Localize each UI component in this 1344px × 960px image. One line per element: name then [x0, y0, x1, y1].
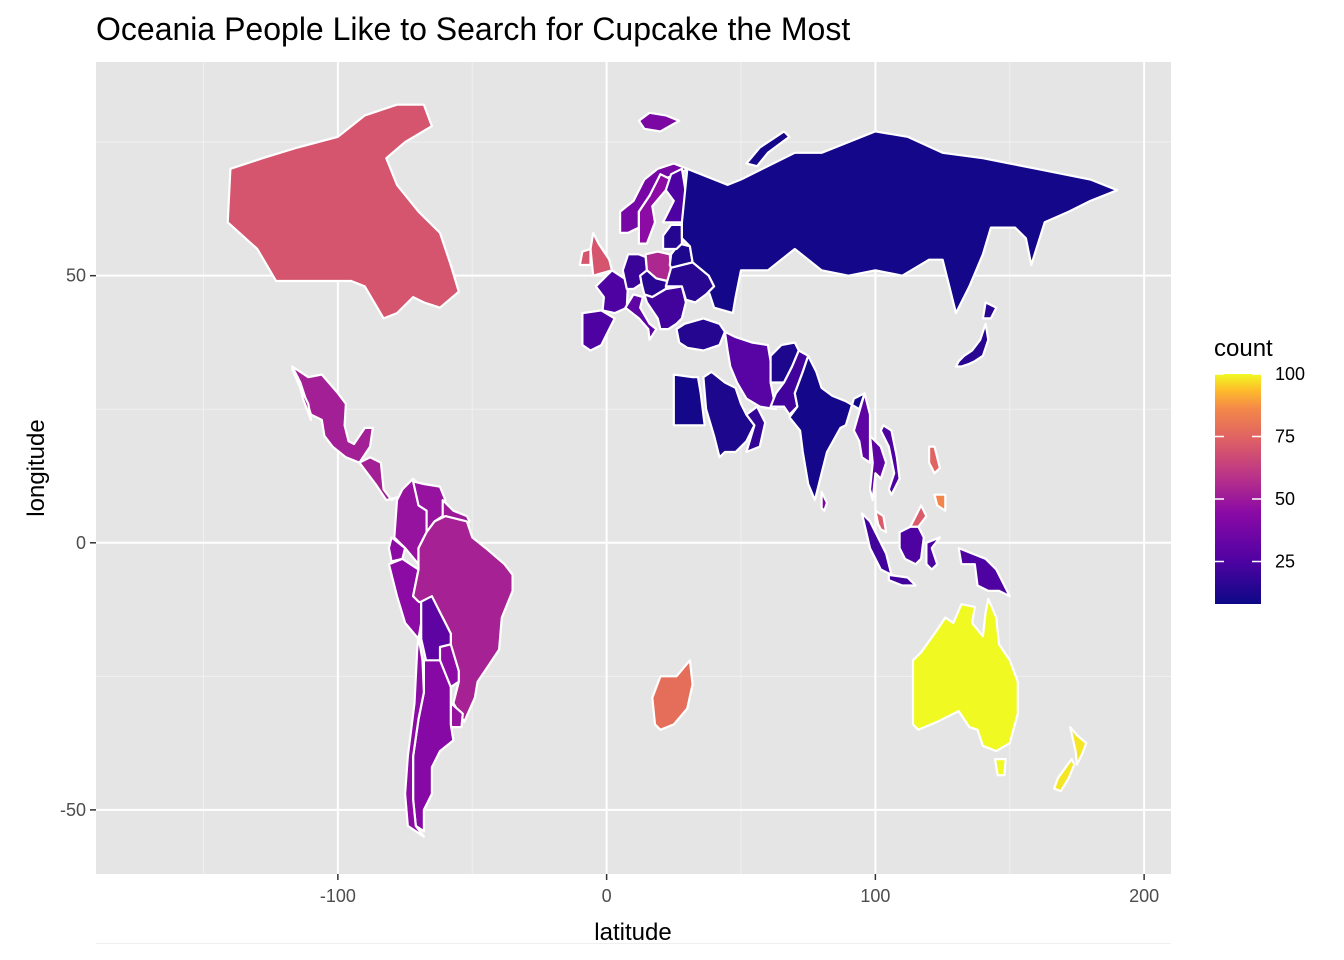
region-france: [594, 269, 630, 315]
region-balkans: [643, 285, 688, 331]
region-egypt: [672, 373, 706, 427]
region-philippines: [927, 445, 942, 475]
legend-tick-label: 100: [1275, 364, 1305, 384]
region-malaysia: [874, 509, 888, 534]
x-tick-label: 0: [602, 886, 612, 906]
region-java: [887, 573, 917, 587]
region-new-zealand-south-island: [1052, 757, 1076, 793]
region-myanmar: [852, 392, 872, 464]
region-baja-california: [291, 368, 313, 421]
region-iran: [723, 330, 778, 411]
region-central-america: [358, 456, 399, 502]
region-russia: [680, 130, 1119, 315]
region-novaya-zemlya: [745, 130, 791, 168]
region-mexico: [291, 365, 374, 464]
y-tick-label: 0: [76, 533, 86, 553]
region-south-africa: [651, 659, 694, 731]
region-borneo: [898, 525, 925, 566]
region-thailand: [868, 434, 888, 502]
legend-ticks: 25 50 75 100: [1215, 364, 1305, 572]
y-axis-title: longitude: [23, 419, 50, 516]
region-saudi-arabia: [702, 370, 756, 459]
region-canada: [226, 103, 460, 320]
x-tick-label: -100: [320, 886, 356, 906]
legend-colorbar: [1215, 374, 1261, 604]
y-axis: -50 0 50: [60, 266, 96, 820]
region-ireland: [578, 247, 592, 267]
x-axis: -100 0 100 200: [320, 874, 1159, 906]
country-regions: [226, 103, 1119, 838]
legend-tick-label: 75: [1275, 427, 1295, 447]
region-iberia: [581, 309, 616, 352]
legend-tick-label: 50: [1275, 489, 1295, 509]
region-chile: [404, 635, 425, 838]
legend-tick-label: 25: [1275, 552, 1295, 572]
region-sri-lanka: [820, 490, 829, 512]
region-turkey: [675, 317, 727, 352]
legend-title: count: [1214, 335, 1273, 362]
region-mindanao: [933, 493, 947, 512]
y-tick-label: -50: [60, 800, 86, 820]
region-australia: [911, 597, 1019, 753]
x-tick-label: 200: [1129, 886, 1159, 906]
region-sulawesi: [925, 536, 942, 571]
region-gulf-coast: [745, 405, 767, 454]
region-vietnam: [879, 424, 901, 496]
chart-title: Oceania People Like to Search for Cupcak…: [96, 11, 850, 47]
legend: count 25 50 75 100: [1214, 335, 1305, 604]
region-new-guinea: [957, 546, 1011, 598]
x-axis-title: latitude: [594, 919, 671, 946]
region-svalbard: [637, 111, 681, 133]
region-japan: [954, 322, 990, 368]
x-tick-label: 100: [860, 886, 890, 906]
region-tasmania: [993, 757, 1007, 777]
y-tick-label: 50: [66, 266, 86, 286]
region-hokkaido: [981, 301, 998, 320]
region-new-zealand-north-island: [1069, 725, 1088, 766]
region-italy: [624, 293, 658, 341]
